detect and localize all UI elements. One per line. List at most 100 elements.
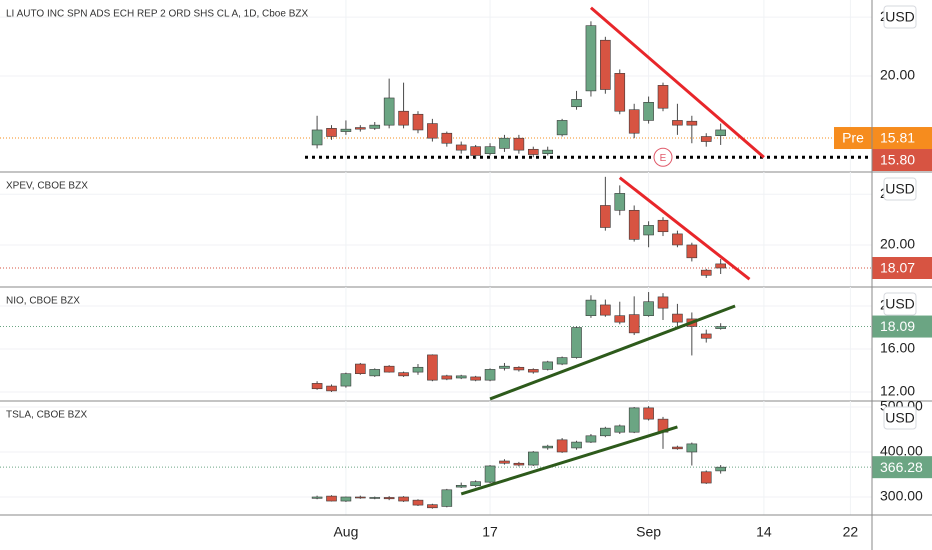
candle-body <box>686 120 698 126</box>
candle-body <box>499 137 510 149</box>
currency-button-label[interactable]: USD <box>885 181 915 197</box>
price-tag <box>872 127 932 150</box>
candle-body <box>715 129 726 136</box>
candle-body <box>499 460 510 464</box>
candle-body <box>571 99 582 108</box>
candle-body <box>398 496 409 502</box>
price-tag <box>872 257 932 280</box>
candle-body <box>643 225 654 236</box>
event-marker <box>653 147 673 167</box>
y-tick-label: 20.00 <box>880 236 915 252</box>
candle-body <box>484 369 496 381</box>
session-tag-label: Pre <box>842 130 864 146</box>
candle-body <box>700 136 712 142</box>
candle-body <box>326 128 337 137</box>
session-tag <box>834 127 872 150</box>
candle-body <box>700 333 712 339</box>
price-tag-label: 18.09 <box>880 318 915 334</box>
candle-body <box>614 315 626 323</box>
candle-body <box>571 441 582 449</box>
currency-button[interactable] <box>883 406 917 430</box>
candle-body <box>715 326 726 329</box>
currency-button-label[interactable]: USD <box>885 296 915 312</box>
candle-body <box>585 25 597 92</box>
candle-body <box>484 146 496 154</box>
trend-line <box>618 176 751 281</box>
candle-body <box>470 481 481 487</box>
candle-body <box>542 149 554 154</box>
candle-body <box>527 148 539 155</box>
candle-body <box>369 124 381 129</box>
trend-line <box>460 425 678 496</box>
x-tick-label: 17 <box>482 524 498 540</box>
candle-body <box>600 39 611 90</box>
candle-body <box>427 504 438 509</box>
candle-body <box>383 97 395 126</box>
candle-body <box>398 110 409 126</box>
candle-body <box>672 313 683 323</box>
y-tick-label: 16.00 <box>880 340 915 356</box>
candle-body <box>441 489 453 507</box>
candle-body <box>700 269 712 276</box>
trend-line <box>489 304 736 401</box>
candle-body <box>614 73 626 112</box>
candle-body <box>556 120 568 136</box>
x-tick-label: Sep <box>636 524 661 540</box>
candle-body <box>614 193 626 211</box>
candle-body <box>527 451 539 466</box>
candle-body <box>499 365 510 369</box>
price-tag-label: 18.07 <box>880 260 915 276</box>
candle-body <box>455 484 467 488</box>
candle-body <box>412 113 424 131</box>
candle-body <box>600 205 611 228</box>
candle-body <box>643 407 654 420</box>
currency-button-label[interactable]: USD <box>885 410 915 426</box>
candle-body <box>585 299 597 316</box>
currency-button[interactable] <box>883 292 917 316</box>
candle-body <box>672 233 683 246</box>
candle-body <box>614 425 626 433</box>
candle-body <box>628 314 640 334</box>
candle-body <box>412 366 424 373</box>
candle-body <box>427 123 438 139</box>
candle-body <box>383 497 395 500</box>
candle-body <box>672 120 683 126</box>
candle-body <box>628 209 640 240</box>
candle-body <box>686 244 698 259</box>
candle-body <box>542 445 554 449</box>
pane-title: XPEV, CBOE BZX <box>6 181 88 192</box>
candle-body <box>585 435 597 443</box>
price-tag <box>872 149 932 172</box>
candle-body <box>311 383 323 390</box>
candle-body <box>657 296 669 309</box>
candle-body <box>441 375 453 380</box>
price-tag-label: 15.81 <box>880 130 915 146</box>
candle-body <box>355 363 366 375</box>
event-label: E <box>660 153 667 164</box>
candle-body <box>715 263 726 269</box>
candle-body <box>311 129 323 146</box>
candle-body <box>643 301 654 316</box>
candle-body <box>470 376 481 381</box>
candle-body <box>643 102 654 121</box>
x-tick-label: 14 <box>756 524 772 540</box>
candle-body <box>398 372 409 377</box>
currency-button[interactable] <box>883 5 917 29</box>
candle-body <box>556 439 568 453</box>
candle-body <box>326 495 337 502</box>
y-tick-label: 20.00 <box>880 67 915 83</box>
candle-body <box>326 385 337 392</box>
candle-body <box>455 375 467 379</box>
candle-body <box>657 219 669 233</box>
x-tick-label: Aug <box>333 524 358 540</box>
candle-body <box>427 354 438 381</box>
candle-body <box>571 327 582 358</box>
pane <box>0 172 872 287</box>
candle-body <box>441 132 453 144</box>
candle-body <box>412 499 424 506</box>
currency-button[interactable] <box>883 177 917 201</box>
currency-button-label[interactable]: USD <box>885 9 915 25</box>
candle-body <box>369 369 381 377</box>
candle-body <box>672 446 683 450</box>
